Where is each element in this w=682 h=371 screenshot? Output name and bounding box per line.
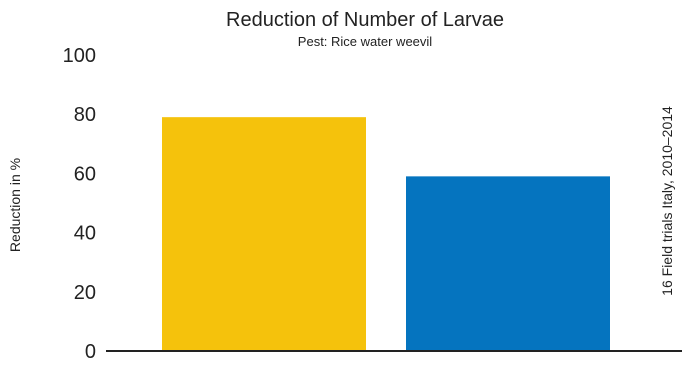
side-annotation: 16 Field trials Italy, 2010–2014	[659, 106, 675, 296]
bar-1	[162, 117, 366, 351]
y-axis-label: Reduction in %	[7, 158, 23, 252]
bars	[162, 117, 610, 351]
y-tick-label: 20	[74, 282, 96, 304]
y-tick-label: 0	[85, 341, 96, 363]
chart-subtitle: Pest: Rice water weevil	[298, 34, 432, 49]
y-axis-ticks: 0 20 40 60 80 100	[63, 45, 96, 363]
y-tick-label: 100	[63, 45, 96, 67]
chart-title: Reduction of Number of Larvae	[226, 9, 504, 31]
y-tick-label: 80	[74, 104, 96, 126]
y-tick-label: 60	[74, 163, 96, 185]
bar-2	[406, 176, 610, 351]
y-tick-label: 40	[74, 223, 96, 245]
